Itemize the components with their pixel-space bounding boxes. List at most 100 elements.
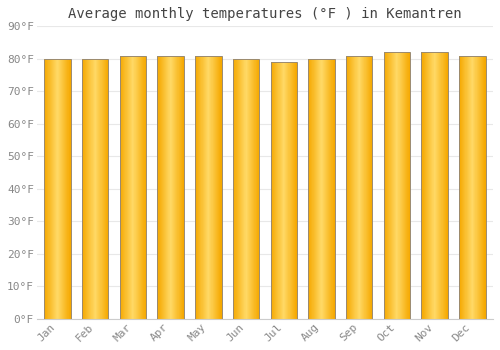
Bar [178, 56, 179, 319]
Bar [254, 59, 255, 319]
Bar [143, 56, 144, 319]
Bar [135, 56, 136, 319]
Bar [359, 56, 360, 319]
Bar [386, 52, 387, 319]
Bar [475, 56, 476, 319]
Bar [277, 62, 278, 319]
Bar [165, 56, 166, 319]
Bar [395, 52, 396, 319]
Bar [445, 52, 446, 319]
Bar [333, 59, 334, 319]
Bar [82, 59, 108, 319]
Bar [216, 56, 217, 319]
Bar [196, 56, 197, 319]
Bar [280, 62, 281, 319]
Bar [316, 59, 317, 319]
Bar [295, 62, 296, 319]
Bar [407, 52, 408, 319]
Bar [244, 59, 245, 319]
Bar [53, 59, 54, 319]
Bar [365, 56, 366, 319]
Bar [400, 52, 401, 319]
Bar [130, 56, 131, 319]
Bar [159, 56, 160, 319]
Bar [384, 52, 410, 319]
Bar [296, 62, 297, 319]
Bar [48, 59, 49, 319]
Bar [65, 59, 66, 319]
Bar [401, 52, 402, 319]
Bar [170, 56, 171, 319]
Bar [215, 56, 216, 319]
Bar [95, 59, 96, 319]
Bar [198, 56, 199, 319]
Bar [461, 56, 462, 319]
Bar [182, 56, 184, 319]
Bar [127, 56, 128, 319]
Bar [179, 56, 180, 319]
Bar [388, 52, 389, 319]
Bar [245, 59, 246, 319]
Bar [86, 59, 88, 319]
Bar [46, 59, 47, 319]
Bar [160, 56, 161, 319]
Bar [218, 56, 219, 319]
Bar [60, 59, 61, 319]
Bar [220, 56, 221, 319]
Bar [396, 52, 397, 319]
Bar [105, 59, 106, 319]
Bar [175, 56, 176, 319]
Bar [285, 62, 286, 319]
Bar [82, 59, 83, 319]
Bar [399, 52, 400, 319]
Bar [358, 56, 359, 319]
Bar [484, 56, 485, 319]
Bar [478, 56, 479, 319]
Bar [483, 56, 484, 319]
Bar [459, 56, 485, 319]
Bar [460, 56, 461, 319]
Bar [62, 59, 64, 319]
Bar [51, 59, 52, 319]
Bar [288, 62, 289, 319]
Bar [346, 56, 347, 319]
Bar [481, 56, 482, 319]
Bar [99, 59, 100, 319]
Bar [145, 56, 146, 319]
Bar [332, 59, 333, 319]
Bar [464, 56, 465, 319]
Bar [199, 56, 200, 319]
Bar [392, 52, 393, 319]
Bar [234, 59, 235, 319]
Bar [107, 59, 108, 319]
Bar [195, 56, 196, 319]
Bar [120, 56, 122, 319]
Bar [171, 56, 172, 319]
Bar [446, 52, 448, 319]
Bar [47, 59, 48, 319]
Bar [469, 56, 470, 319]
Bar [85, 59, 86, 319]
Bar [197, 56, 198, 319]
Bar [209, 56, 210, 319]
Bar [58, 59, 59, 319]
Bar [94, 59, 95, 319]
Bar [83, 59, 84, 319]
Bar [137, 56, 138, 319]
Bar [409, 52, 410, 319]
Bar [250, 59, 251, 319]
Bar [292, 62, 293, 319]
Bar [370, 56, 371, 319]
Bar [67, 59, 68, 319]
Bar [129, 56, 130, 319]
Bar [59, 59, 60, 319]
Bar [442, 52, 443, 319]
Bar [408, 52, 409, 319]
Bar [139, 56, 140, 319]
Bar [201, 56, 202, 319]
Bar [206, 56, 208, 319]
Bar [428, 52, 429, 319]
Bar [144, 56, 145, 319]
Bar [328, 59, 329, 319]
Bar [330, 59, 331, 319]
